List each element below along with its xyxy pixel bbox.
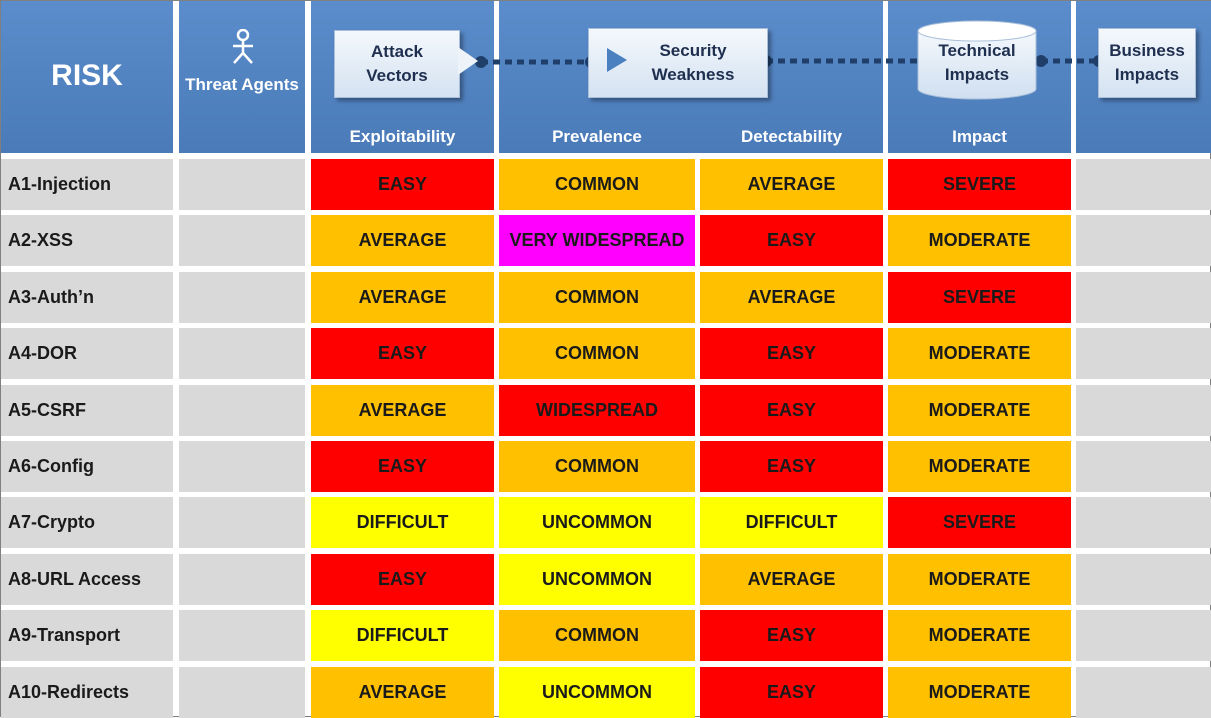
exploitability-cell: EASY xyxy=(311,441,494,492)
detectability-cell: EASY xyxy=(700,328,883,379)
prevalence-cell: COMMON xyxy=(499,441,695,492)
table-row: A1-Injection EASY COMMON AVERAGE SEVERE xyxy=(1,159,1211,210)
prevalence-cell: COMMON xyxy=(499,610,695,661)
impact-cell: MODERATE xyxy=(888,385,1071,436)
risk-name-cell: A3-Auth’n xyxy=(1,272,173,323)
detectability-header: Detectability xyxy=(740,127,843,146)
exploitability-header: Exploitability xyxy=(349,127,456,146)
attack-vectors-box: Attack Vectors xyxy=(334,30,460,98)
threat-agents-cell xyxy=(179,385,305,436)
risk-name-cell: A2-XSS xyxy=(1,215,173,266)
attack-vectors-label: Attack Vectors xyxy=(366,42,428,85)
threat-agents-cell xyxy=(179,159,305,210)
detectability-cell: EASY xyxy=(700,667,883,718)
table-row: A4-DOR EASY COMMON EASY MODERATE xyxy=(1,328,1211,379)
impact-cell: MODERATE xyxy=(888,441,1071,492)
detectability-cell: DIFFICULT xyxy=(700,497,883,548)
business-impacts-cell xyxy=(1076,667,1211,718)
prevalence-cell: WIDESPREAD xyxy=(499,385,695,436)
technical-impacts-cylinder-icon xyxy=(917,20,1037,100)
threat-agents-cell xyxy=(179,441,305,492)
detectability-cell: AVERAGE xyxy=(700,554,883,605)
prevalence-cell: UNCOMMON xyxy=(499,554,695,605)
business-impacts-cell xyxy=(1076,554,1211,605)
exploitability-cell: AVERAGE xyxy=(311,215,494,266)
business-impacts-box: Business Impacts xyxy=(1098,28,1196,98)
table-row: A7-Crypto DIFFICULT UNCOMMON DIFFICULT SEVER… xyxy=(1,497,1211,548)
header-risk-cell xyxy=(1,1,173,153)
threat-agents-cell xyxy=(179,667,305,718)
business-impacts-label: Business Impacts xyxy=(1109,41,1185,84)
exploitability-cell: DIFFICULT xyxy=(311,610,494,661)
table-row: A5-CSRF AVERAGE WIDESPREAD EASY MODERATE xyxy=(1,385,1211,436)
threat-agents-cell xyxy=(179,215,305,266)
business-impacts-cell xyxy=(1076,328,1211,379)
prevalence-cell: COMMON xyxy=(499,272,695,323)
security-weakness-label: Security Weakness xyxy=(651,41,735,84)
business-impacts-cell xyxy=(1076,215,1211,266)
risk-name-cell: A1-Injection xyxy=(1,159,173,210)
detectability-cell: EASY xyxy=(700,215,883,266)
prevalence-cell: COMMON xyxy=(499,328,695,379)
exploitability-cell: EASY xyxy=(311,554,494,605)
exploitability-cell: AVERAGE xyxy=(311,667,494,718)
prevalence-cell: UNCOMMON xyxy=(499,667,695,718)
threat-agents-cell xyxy=(179,497,305,548)
prevalence-cell: COMMON xyxy=(499,159,695,210)
impact-header: Impact xyxy=(952,127,1007,146)
risk-name-cell: A9-Transport xyxy=(1,610,173,661)
attack-vectors-arrow-icon xyxy=(458,47,478,75)
business-impacts-cell xyxy=(1076,159,1211,210)
exploitability-cell: AVERAGE xyxy=(311,272,494,323)
risk-name-cell: A8-URL Access xyxy=(1,554,173,605)
impact-cell: SEVERE xyxy=(888,497,1071,548)
business-impacts-cell xyxy=(1076,441,1211,492)
risk-name-cell: A4-DOR xyxy=(1,328,173,379)
business-impacts-cell xyxy=(1076,272,1211,323)
business-impacts-cell xyxy=(1076,497,1211,548)
risk-name-cell: A7-Crypto xyxy=(1,497,173,548)
prevalence-cell: UNCOMMON xyxy=(499,497,695,548)
table-row: A8-URL Access EASY UNCOMMON AVERAGE MODERATE xyxy=(1,554,1211,605)
threat-agents-cell xyxy=(179,272,305,323)
detectability-cell: AVERAGE xyxy=(700,272,883,323)
exploitability-cell: EASY xyxy=(311,328,494,379)
detectability-cell: EASY xyxy=(700,610,883,661)
threat-agents-cell xyxy=(179,554,305,605)
risk-name-cell: A6-Config xyxy=(1,441,173,492)
risk-title: RISK xyxy=(51,59,123,92)
prevalence-cell: VERY WIDESPREAD xyxy=(499,215,695,266)
prevalence-header: Prevalence xyxy=(552,127,642,146)
header-threat-agents-cell xyxy=(179,1,305,153)
threat-agents-label: Threat Agents xyxy=(185,75,299,94)
threat-agents-cell xyxy=(179,328,305,379)
table-row: A2-XSS AVERAGE VERY WIDESPREAD EASY MODERATE xyxy=(1,215,1211,266)
table-row: A9-Transport DIFFICULT COMMON EASY MODERATE xyxy=(1,610,1211,661)
threat-agent-stick-figure-icon xyxy=(233,29,253,64)
detectability-cell: EASY xyxy=(700,441,883,492)
exploitability-cell: EASY xyxy=(311,159,494,210)
exploitability-cell: AVERAGE xyxy=(311,385,494,436)
impact-cell: MODERATE xyxy=(888,328,1071,379)
impact-cell: MODERATE xyxy=(888,610,1071,661)
business-impacts-cell xyxy=(1076,385,1211,436)
impact-cell: SEVERE xyxy=(888,272,1071,323)
detectability-cell: EASY xyxy=(700,385,883,436)
exploitability-cell: DIFFICULT xyxy=(311,497,494,548)
impact-cell: MODERATE xyxy=(888,667,1071,718)
impact-cell: SEVERE xyxy=(888,159,1071,210)
impact-cell: MODERATE xyxy=(888,554,1071,605)
technical-impacts-label: Technical Impacts xyxy=(938,41,1016,84)
security-weakness-arrow-icon xyxy=(607,48,627,72)
business-impacts-cell xyxy=(1076,610,1211,661)
impact-cell: MODERATE xyxy=(888,215,1071,266)
risk-name-cell: A10-Redirects xyxy=(1,667,173,718)
risk-name-cell: A5-CSRF xyxy=(1,385,173,436)
table-row: A6-Config EASY COMMON EASY MODERATE xyxy=(1,441,1211,492)
table-row: A10-Redirects AVERAGE UNCOMMON EASY MODERATE xyxy=(1,667,1211,718)
threat-agents-cell xyxy=(179,610,305,661)
table-row: A3-Auth’n AVERAGE COMMON AVERAGE SEVERE xyxy=(1,272,1211,323)
detectability-cell: AVERAGE xyxy=(700,159,883,210)
